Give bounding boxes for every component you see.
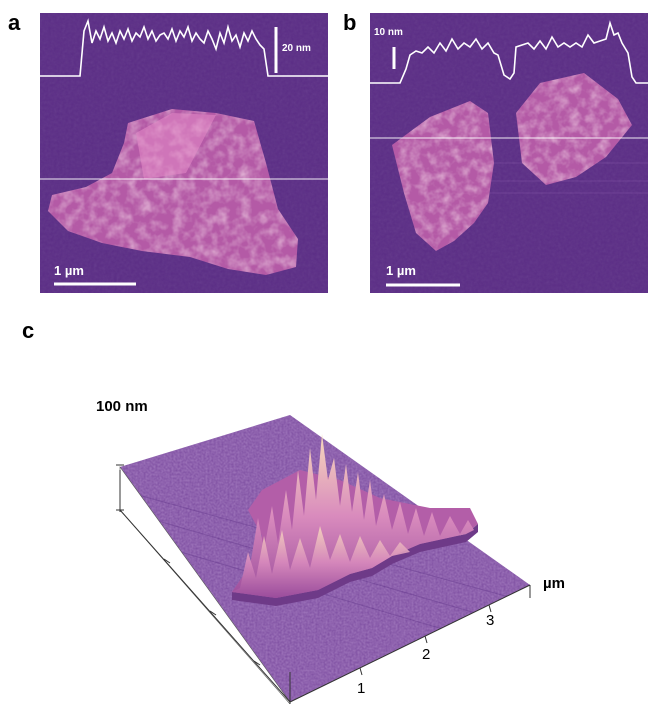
x-axis xyxy=(289,584,531,703)
profile-scale-label-b: 10 nm xyxy=(374,27,403,38)
afm-3d-view-c: 100 nm µm 1 2 3 xyxy=(0,330,648,705)
afm-image-a: 1 µm 20 nm xyxy=(40,13,328,293)
panel-b-letter: b xyxy=(343,10,357,35)
z-axis-label: 100 nm xyxy=(96,398,148,415)
flake-3d xyxy=(232,434,478,606)
profile-scale-label-a: 20 nm xyxy=(282,43,311,54)
height-profile-b xyxy=(370,20,648,84)
scale-bar-label-b: 1 µm xyxy=(386,263,416,278)
x-tick-3: 3 xyxy=(486,612,495,629)
scale-bar-label-a: 1 µm xyxy=(54,263,84,278)
y-axis xyxy=(119,509,291,703)
afm-image-b: 10 nm 1 µm xyxy=(370,13,648,293)
panel-a-letter: a xyxy=(8,10,21,35)
panel-c-letter: c xyxy=(22,318,35,343)
height-profile-a xyxy=(40,18,328,77)
xy-unit-label: µm xyxy=(543,575,565,592)
x-tick-2: 2 xyxy=(422,646,431,663)
x-tick-1: 1 xyxy=(357,680,366,697)
